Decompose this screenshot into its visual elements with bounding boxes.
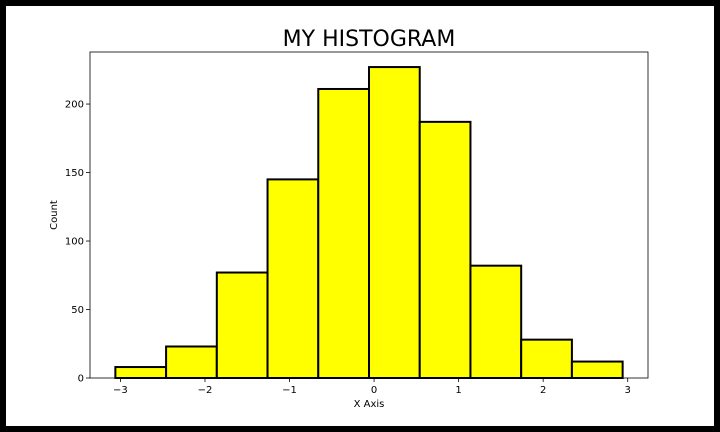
histogram-bar — [266, 178, 320, 379]
plot-frame — [89, 51, 649, 379]
x-tick-label: 2 — [540, 385, 546, 396]
y-axis-ticks: 0 50 100 150 200 — [65, 100, 90, 385]
histogram-bar — [469, 264, 523, 379]
x-tick-label: 0 — [371, 385, 377, 396]
histogram-bar — [418, 120, 472, 379]
x-tick-label: 1 — [455, 385, 461, 396]
histogram-chart: MY HISTOGRAM −3 −2 −1 0 1 2 3 0 50 100 150 200 X A… — [49, 27, 649, 410]
histogram-bar — [520, 338, 573, 380]
histogram-bar — [570, 360, 624, 379]
histogram-bar — [114, 366, 168, 380]
figure: MY HISTOGRAM −3 −2 −1 0 1 2 3 0 50 100 150 200 X A… — [6, 6, 714, 426]
x-tick-label: −2 — [198, 385, 213, 396]
x-axis-label: X Axis — [354, 399, 385, 410]
x-tick-label: 3 — [625, 385, 631, 396]
histogram-bar — [368, 66, 421, 379]
chart-title: MY HISTOGRAM — [283, 27, 456, 52]
bars-group — [114, 66, 624, 380]
y-tick-label: 150 — [65, 168, 84, 179]
y-tick-label: 50 — [71, 305, 84, 316]
y-axis-label: Count — [49, 200, 60, 230]
y-tick-label: 200 — [65, 100, 84, 111]
histogram-bar — [215, 271, 269, 380]
x-axis-ticks: −3 −2 −1 0 1 2 3 — [113, 378, 631, 396]
x-tick-label: −1 — [282, 385, 297, 396]
histogram-bar — [317, 87, 371, 380]
y-tick-label: 100 — [65, 237, 84, 248]
y-tick-label: 0 — [78, 374, 84, 385]
x-tick-label: −3 — [113, 385, 128, 396]
histogram-bar — [165, 345, 218, 379]
